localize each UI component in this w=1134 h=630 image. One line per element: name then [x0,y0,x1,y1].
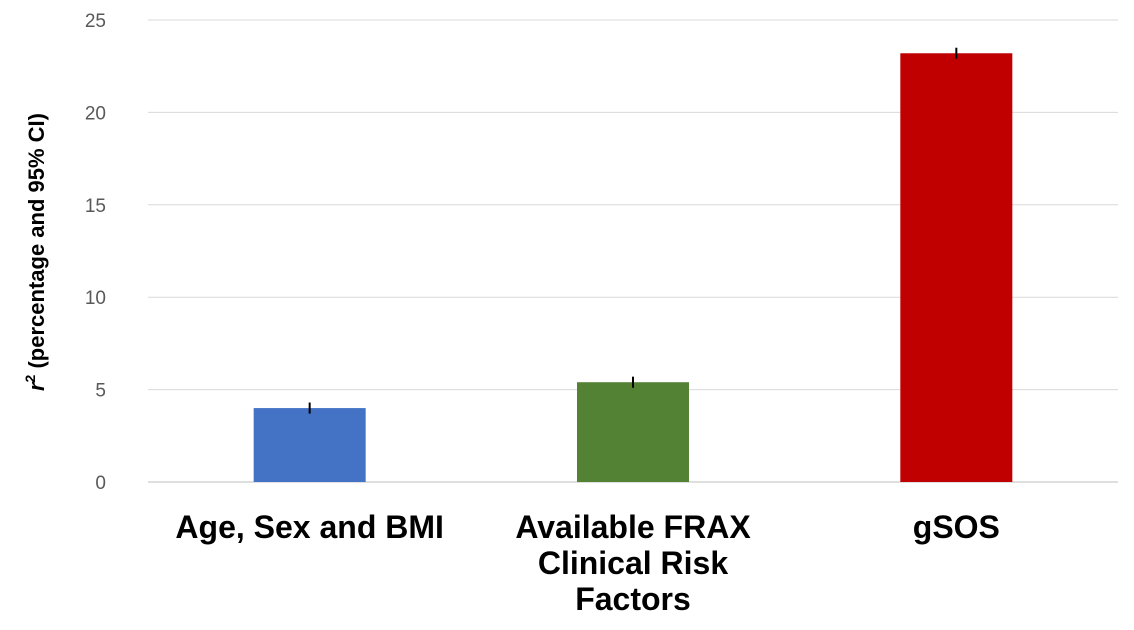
y-axis-ticks: 0 5 10 15 20 25 [85,11,106,494]
bar-3 [900,53,1013,482]
y-tick-label-15: 15 [85,196,106,217]
x-category-label-1: Age, Sex and BMI [175,509,444,545]
y-axis-label-symbol: r [24,381,49,391]
error-bars [308,47,958,414]
y-axis-label-exponent: 2 [22,374,38,382]
y-tick-label-10: 10 [85,288,106,309]
x-category-label-3: gSOS [913,509,1000,545]
x-axis-categories: Age, Sex and BMI Available FRAX Clinical R… [175,509,999,617]
y-axis-label: r2 (percentage and 95% CI) [22,113,49,391]
bars [253,53,1013,482]
y-tick-label-20: 20 [85,103,106,124]
y-tick-label-0: 0 [95,473,106,494]
bar-1 [253,408,366,482]
y-tick-label-25: 25 [85,11,106,32]
y-tick-label-5: 5 [95,381,106,402]
x-category-label-2: Available FRAX Clinical Risk Factors [515,509,751,617]
y-axis-label-text: (percentage and 95% CI) [24,113,49,375]
bar-2 [577,382,689,482]
